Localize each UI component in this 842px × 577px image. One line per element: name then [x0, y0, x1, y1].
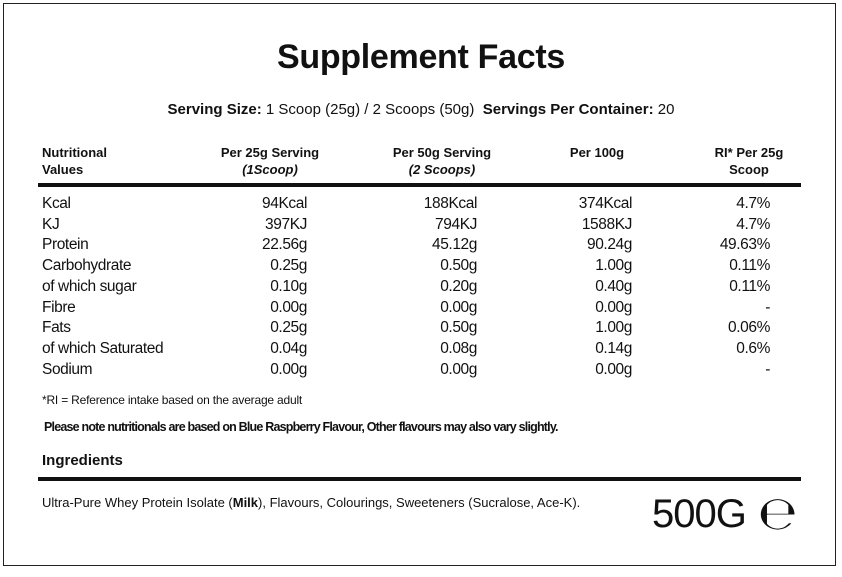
header-line: Values — [42, 162, 84, 177]
nutrient-value: 0.25g — [270, 257, 307, 275]
serving-size-label: Serving Size: — [167, 101, 262, 118]
nutrient-name: Carbohydrate — [42, 257, 132, 275]
nutrient-value: 0.10g — [270, 277, 307, 295]
nutrient-value: - — [765, 360, 770, 378]
nutrient-value: 4.7% — [736, 215, 770, 233]
nutrient-value: 0.00g — [270, 298, 307, 316]
header-subline: (1Scoop) — [242, 162, 298, 177]
ri-footnote: *RI = Reference intake based on the aver… — [42, 393, 303, 407]
nutrient-value: 45.12g — [431, 236, 477, 254]
header-line: RI* Per 25g — [714, 145, 784, 160]
nutrient-value: 0.20g — [440, 277, 477, 295]
ingredients-divider — [38, 477, 801, 481]
header-nutritional-values: Nutritional Values — [42, 144, 107, 178]
nutrient-value: 0.40g — [595, 277, 632, 295]
nutrient-value: 4.7% — [736, 195, 770, 212]
nutrient-value: 0.00g — [595, 360, 632, 378]
nutrient-value: 1.00g — [595, 319, 632, 337]
ingredients-part: Ultra-Pure Whey Protein Isolate ( — [42, 495, 233, 510]
nutrient-name: Fibre — [42, 298, 76, 316]
nutrient-name: Protein — [42, 236, 89, 254]
nutrient-value: 397KJ — [265, 215, 307, 233]
table-row: Carbohydrate 0.25g 0.50g 1.00g 0.11% — [0, 257, 842, 277]
nutrient-value: 0.50g — [440, 257, 477, 275]
nutrient-value: 22.56g — [261, 236, 307, 254]
header-ri: RI* Per 25g Scoop — [715, 144, 784, 178]
nutrient-name: KJ — [42, 215, 60, 233]
servings-per-container-label: Servings Per Container: — [482, 101, 654, 118]
nutrient-value: 0.00g — [270, 360, 307, 378]
nutrient-value: 94Kcal — [262, 195, 307, 212]
header-line: Per 25g Serving — [220, 145, 320, 160]
table-row: Sodium 0.00g 0.00g 0.00g - — [0, 361, 842, 381]
header-divider — [38, 183, 801, 187]
nutrient-value: 374Kcal — [578, 195, 633, 212]
nutrient-value: 0.50g — [440, 319, 477, 337]
serving-info: Serving Size: 1 Scoop (25g) / 2 Scoops (… — [0, 101, 842, 118]
nutrient-value: 90.24g — [586, 236, 632, 254]
header-subline: (2 Scoops) — [408, 162, 476, 177]
nutrient-value: - — [765, 298, 770, 316]
table-row: of which sugar 0.10g 0.20g 0.40g 0.11% — [0, 278, 842, 298]
nutrient-value: 0.08g — [440, 339, 477, 357]
table-row: KJ 397KJ 794KJ 1588KJ 4.7% — [0, 216, 842, 236]
table-row: Protein 22.56g 45.12g 90.24g 49.63% — [0, 236, 842, 256]
nutrient-value: 0.00g — [440, 298, 477, 316]
header-per-25g: Per 25g Serving (1Scoop) — [221, 144, 319, 178]
nutrient-value: 0.11% — [729, 257, 770, 275]
nutrient-name: Fats — [42, 319, 71, 337]
header-line: Scoop — [729, 162, 769, 177]
nutrient-value: 188Kcal — [423, 195, 478, 212]
flavour-note: Please note nutritionals are based on Bl… — [44, 420, 559, 434]
nutrient-value: 0.25g — [270, 319, 307, 337]
header-line: Nutritional — [42, 145, 107, 160]
nutrient-value: 0.00g — [595, 298, 632, 316]
nutrient-value: 1.00g — [595, 257, 632, 275]
nutrient-value: 794KJ — [435, 215, 477, 233]
nutrient-value: 0.6% — [736, 339, 770, 357]
ingredients-text: Ultra-Pure Whey Protein Isolate (Milk), … — [42, 495, 580, 510]
ingredients-heading: Ingredients — [42, 452, 123, 469]
nutrient-value: 49.63% — [719, 236, 771, 254]
net-weight: 500G — [652, 492, 747, 536]
table-row: Fibre 0.00g 0.00g 0.00g - — [0, 299, 842, 319]
serving-size-value: 1 Scoop (25g) / 2 Scoops (50g) — [265, 101, 475, 118]
nutrient-value: 0.06% — [728, 319, 770, 337]
table-row: Fats 0.25g 0.50g 1.00g 0.06% — [0, 319, 842, 339]
nutrient-value: 0.11% — [729, 277, 770, 295]
allergen-milk: Milk — [232, 495, 259, 510]
estimated-sign-icon: ℮ — [758, 486, 798, 540]
nutrient-name: Sodium — [42, 360, 93, 378]
nutrient-name: of which sugar — [42, 277, 137, 295]
table-row: Kcal 94Kcal 188Kcal 374Kcal 4.7% — [0, 195, 842, 215]
header-per-100g: Per 100g — [570, 144, 624, 161]
header-line: Per 50g Serving — [392, 145, 492, 160]
nutrient-value: 0.00g — [440, 360, 477, 378]
nutrient-name: Kcal — [42, 195, 71, 212]
label-border — [3, 3, 836, 566]
nutrient-value: 1588KJ — [581, 215, 633, 233]
nutrient-name: of which Saturated — [42, 339, 164, 357]
servings-per-container-value: 20 — [657, 101, 675, 118]
nutrient-value: 0.04g — [270, 339, 307, 357]
page-title: Supplement Facts — [276, 38, 566, 76]
ingredients-part: ), Flavours, Colourings, Sweeteners (Suc… — [258, 495, 581, 510]
table-row: of which Saturated 0.04g 0.08g 0.14g 0.6% — [0, 340, 842, 360]
header-line: Per 100g — [569, 145, 625, 160]
header-per-50g: Per 50g Serving (2 Scoops) — [393, 144, 491, 178]
nutrient-value: 0.14g — [595, 339, 632, 357]
